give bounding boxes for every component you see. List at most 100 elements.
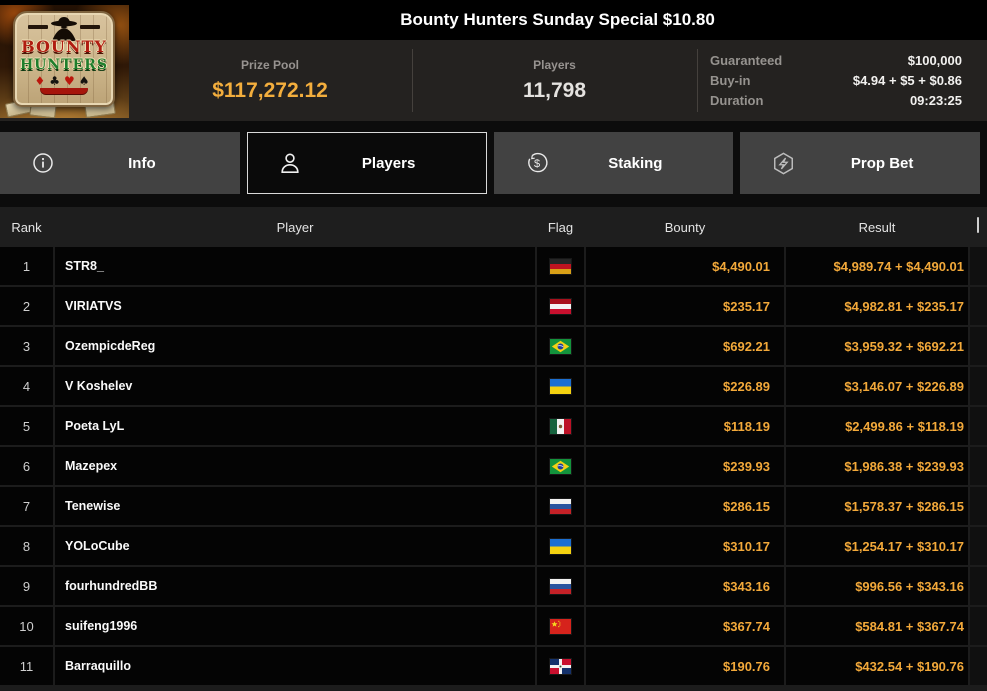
buyin-row: Buy-in $4.94 + $5 + $0.86 [710, 73, 962, 88]
tab-staking-label: Staking [608, 154, 663, 172]
flag-russia-icon [550, 578, 571, 594]
tab-players[interactable]: Players [246, 132, 487, 194]
bounty-value: $239.93 [586, 447, 784, 485]
flag-cell [537, 567, 584, 605]
scroll-gutter [970, 487, 987, 525]
bounty-value: $343.16 [586, 567, 784, 605]
rank-cell: 11 [0, 647, 53, 685]
rank-cell: 8 [0, 527, 53, 565]
tab-prop-bet[interactable]: Prop Bet [740, 132, 980, 194]
cowboy-icon [28, 17, 100, 41]
result-value: $3,146.07 + $226.89 [786, 367, 968, 405]
player-name: OzempicdeReg [55, 327, 535, 365]
rank-cell: 7 [0, 487, 53, 525]
player-name: fourhundredBB [55, 567, 535, 605]
tab-bar: Info Players $ Staking Prop Bet [0, 132, 987, 194]
player-name: suifeng1996 [55, 607, 535, 645]
flag-cell [537, 287, 584, 325]
scroll-gutter [970, 247, 987, 285]
flag-cell [537, 247, 584, 285]
info-bar: Prize Pool $117,272.12 Players 11,798 Gu… [0, 40, 987, 121]
result-value: $1,578.37 + $286.15 [786, 487, 968, 525]
result-value: $3,959.32 + $692.21 [786, 327, 968, 365]
player-name: STR8_ [55, 247, 535, 285]
player-name: Barraquillo [55, 647, 535, 685]
table-row[interactable]: 3 OzempicdeReg $692.21 $3,959.32 + $692.21 [0, 327, 987, 365]
logo-text-bounty: BOUNTY [21, 37, 107, 56]
divider [412, 49, 413, 112]
svg-text:$: $ [533, 158, 539, 170]
result-value: $996.56 + $343.16 [786, 567, 968, 605]
player-name: Poeta LyL [55, 407, 535, 445]
flag-germany-icon [550, 258, 571, 274]
rank-cell: 2 [0, 287, 53, 325]
player-name: V Koshelev [55, 367, 535, 405]
bounty-value: $286.15 [586, 487, 784, 525]
scroll-gutter [970, 567, 987, 605]
bounty-value: $118.19 [586, 407, 784, 445]
bounty-value: $190.76 [586, 647, 784, 685]
result-value: $1,986.38 + $239.93 [786, 447, 968, 485]
column-header-rank: Rank [11, 219, 42, 235]
table-row[interactable]: 8 YOLoCube $310.17 $1,254.17 + $310.17 [0, 527, 987, 565]
table-row[interactable]: 7 Tenewise $286.15 $1,578.37 + $286.15 [0, 487, 987, 525]
duration-row: Duration 09:23:25 [710, 93, 962, 108]
prize-pool-stat: Prize Pool $117,272.12 [128, 40, 412, 121]
guaranteed-value: $100,000 [907, 53, 962, 68]
info-icon [30, 150, 56, 176]
flag-cell [537, 527, 584, 565]
user-icon [277, 150, 303, 176]
table-row[interactable]: 11 Barraquillo $190.76 $432.54 + $190.76 [0, 647, 987, 685]
flag-cell [537, 447, 584, 485]
player-name: Mazepex [55, 447, 535, 485]
diamond-icon: ♦ [34, 74, 50, 89]
scroll-gutter [970, 327, 987, 365]
players-value: 11,798 [522, 79, 587, 102]
rank-cell: 5 [0, 407, 53, 445]
bounty-value: $367.74 [586, 607, 784, 645]
rank-cell: 3 [0, 327, 53, 365]
result-value: $4,989.74 + $4,490.01 [786, 247, 968, 285]
scroll-gutter [970, 527, 987, 565]
result-value: $584.81 + $367.74 [786, 607, 968, 645]
bounty-value: $4,490.01 [586, 247, 784, 285]
prize-pool-value: $117,272.12 [212, 79, 328, 102]
table-row[interactable]: 6 Mazepex $239.93 $1,986.38 + $239.93 [0, 447, 987, 485]
flag-cell [537, 647, 584, 685]
scrollbar-thumb[interactable] [977, 217, 979, 233]
flag-dominican-republic-icon [550, 658, 571, 674]
table-row[interactable]: 1 STR8_ $4,490.01 $4,989.74 + $4,490.01 [0, 247, 987, 285]
flag-cell [537, 487, 584, 525]
hexagon-bolt-icon [770, 150, 796, 176]
table-row[interactable]: 10 suifeng1996 $367.74 $584.81 + $367.74 [0, 607, 987, 645]
buyin-label: Buy-in [710, 73, 751, 88]
flag-cell [537, 607, 584, 645]
scroll-gutter [970, 647, 987, 685]
table-row[interactable]: 9 fourhundredBB $343.16 $996.56 + $343.16 [0, 567, 987, 605]
table-row[interactable]: 5 Poeta LyL $118.19 $2,499.86 + $118.19 [0, 407, 987, 445]
tab-staking[interactable]: $ Staking [493, 132, 734, 194]
tab-prop-bet-label: Prop Bet [850, 154, 914, 172]
scroll-gutter [970, 607, 987, 645]
player-name: Tenewise [55, 487, 535, 525]
bounty-value: $692.21 [586, 327, 784, 365]
tab-info[interactable]: Info [0, 132, 240, 194]
result-value: $2,499.86 + $118.19 [786, 407, 968, 445]
player-name: YOLoCube [55, 527, 535, 565]
column-header-player: Player [276, 219, 314, 235]
flag-ukraine-icon [550, 538, 571, 554]
table-row[interactable]: 2 VIRIATVS $235.17 $4,982.81 + $235.17 [0, 287, 987, 325]
flag-brazil-icon [550, 338, 571, 354]
rank-cell: 6 [0, 447, 53, 485]
scroll-gutter [970, 367, 987, 405]
flag-mexico-icon [550, 418, 571, 434]
logo-ribbon [40, 88, 88, 95]
spade-icon: ♠ [78, 74, 94, 89]
scroll-gutter [970, 287, 987, 325]
player-name: VIRIATVS [55, 287, 535, 325]
logo-badge: BOUNTY HUNTERS ♦♣♥♠ [13, 11, 115, 107]
tab-info-label: Info [128, 154, 156, 172]
bounty-hunters-logo: BOUNTY HUNTERS ♦♣♥♠ [0, 5, 129, 118]
rank-cell: 4 [0, 367, 53, 405]
